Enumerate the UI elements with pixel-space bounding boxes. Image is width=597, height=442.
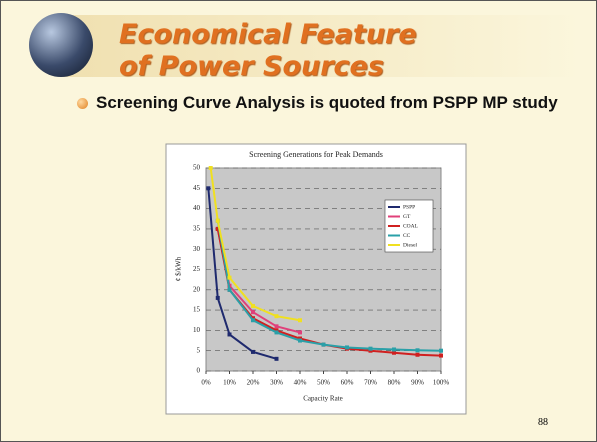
point-marker: [251, 349, 255, 354]
y-tick-label: 25: [193, 265, 201, 273]
series-line: [209, 167, 301, 322]
chart-title: Screening Generations for Peak Demands: [249, 150, 383, 159]
y-tick-label: 50: [193, 164, 201, 172]
y-tick-label: 30: [193, 245, 201, 253]
x-tick-label: 70%: [364, 379, 377, 387]
point-marker: [274, 314, 279, 319]
point-marker: [298, 338, 302, 343]
point-marker: [274, 330, 279, 335]
point-marker: [251, 310, 255, 315]
x-tick-label: 50%: [317, 379, 330, 387]
point-marker: [251, 304, 255, 309]
y-tick-label: 45: [193, 184, 201, 192]
point-marker: [392, 347, 396, 352]
y-tick-label: 20: [193, 285, 201, 293]
page-number: 88: [538, 417, 548, 428]
x-tick-label: 20%: [247, 379, 260, 387]
point-marker: [274, 328, 279, 333]
y-tick-label: 15: [193, 306, 201, 314]
point-marker: [206, 186, 211, 191]
x-tick-label: 90%: [411, 379, 424, 387]
bullet-icon: [77, 98, 88, 109]
x-tick-label: 0%: [201, 379, 211, 387]
legend-label: CC: [403, 233, 411, 239]
legend-label: PSPP: [403, 204, 415, 210]
y-tick-label: 10: [193, 326, 201, 334]
point-marker: [392, 350, 396, 355]
globe-icon: [29, 13, 93, 77]
title-line: Economical Feature: [119, 19, 417, 50]
x-tick-label: 10%: [223, 379, 236, 387]
point-marker: [368, 346, 373, 351]
point-marker: [439, 348, 443, 353]
title-band: [61, 15, 581, 77]
point-marker: [298, 336, 302, 341]
y-axis-label: ¢ $/kWh: [175, 256, 183, 281]
point-marker: [415, 348, 420, 353]
x-tick-label: 40%: [294, 379, 307, 387]
x-tick-label: 100%: [433, 379, 450, 387]
x-tick-label: 30%: [270, 379, 283, 387]
y-tick-label: 40: [193, 204, 201, 212]
x-tick-label: 80%: [388, 379, 401, 387]
x-axis-label: Capacity Rate: [303, 395, 342, 403]
title-line: of Power Sources: [119, 51, 384, 82]
point-marker: [298, 318, 302, 323]
point-marker: [251, 316, 255, 321]
point-marker: [415, 352, 420, 357]
y-tick-label: 5: [197, 346, 201, 354]
point-marker: [215, 295, 220, 300]
y-tick-label: 0: [197, 367, 201, 375]
x-tick-label: 60%: [341, 379, 354, 387]
legend-label: GT: [403, 214, 411, 220]
point-marker: [439, 353, 443, 358]
point-marker: [227, 287, 232, 292]
point-marker: [227, 275, 232, 280]
point-marker: [208, 166, 213, 170]
point-marker: [227, 332, 232, 337]
point-marker: [368, 348, 373, 353]
legend-label: Diesel: [403, 242, 418, 248]
point-marker: [215, 218, 220, 223]
legend-label: COAL: [403, 223, 419, 229]
point-marker: [321, 342, 326, 347]
point-marker: [274, 356, 279, 361]
bullet-text: Screening Curve Analysis is quoted from …: [96, 93, 558, 112]
point-marker: [274, 324, 279, 329]
point-marker: [215, 226, 220, 231]
y-tick-label: 35: [193, 225, 201, 233]
point-marker: [298, 330, 302, 335]
point-marker: [251, 318, 255, 323]
point-marker: [345, 345, 349, 350]
